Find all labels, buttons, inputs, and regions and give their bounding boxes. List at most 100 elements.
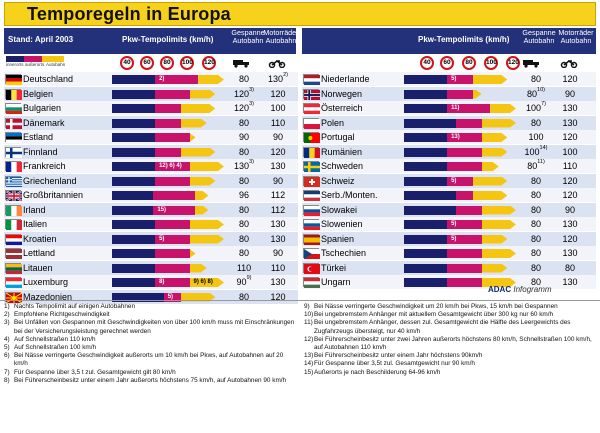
gespanne-value: 80 [238,175,249,186]
gespanne-value: 80 [530,117,541,128]
country-name-cell: Slowenien [302,217,404,231]
ausserorts-bar [155,162,190,171]
innerorts-bar [404,162,448,171]
speed-bar [404,162,516,171]
legend-yellow-swatch [42,56,64,62]
innerorts-bar [404,133,448,142]
motorrad-value: 112 [270,190,286,200]
speed-sign-100: 100 [180,56,194,70]
legend-innerorts: innerorts [6,62,24,67]
footnote: 11) Bei ungebremstem Anhänger, dessen zul… [304,319,571,335]
country-name-cell: Deutschland [4,72,112,86]
country-name-cell: Slowakei [302,202,404,217]
ausserorts-bar [155,249,190,258]
country-name: Kroatien [23,233,57,244]
motorrad-value: 90 [272,248,283,258]
innerorts-bar [404,234,448,244]
footnote-mark: 12) 6) 4) [159,163,182,169]
ausserorts-bar [447,278,482,287]
ausserorts-bar [155,89,190,99]
country-name-cell: Serb./Monten. [302,188,404,202]
speed-bar: 2) [112,75,224,84]
gespanne-value: 1007) [526,101,546,113]
footnote-mark: 5) [451,235,457,242]
ausserorts-bar [155,104,181,113]
country-name-cell: Portugal [302,130,404,144]
country-row: Niederlande 5) 80 120 [302,72,596,87]
speed-sign-120: 120 [506,56,520,70]
ausserorts-bar [447,89,473,99]
autobahn-bar [482,278,516,287]
trailer-icon [523,60,539,68]
autobahn-bar [473,75,507,84]
speed-bar [112,133,224,142]
flag-fi-icon [5,146,22,158]
gespanne-value: 1203) [234,101,254,113]
speed-bar [112,104,224,113]
adac-logo: ADAC Infogramm [488,285,552,294]
country-name-cell: Norwegen [302,86,404,101]
ausserorts-bar [155,118,181,128]
innerorts-bar [112,147,156,157]
country-name-cell: Dänemark [4,115,112,130]
speed-bar: 5) [404,176,516,186]
country-name: Spanien [321,233,355,244]
country-name-cell: Frankreich [4,159,112,173]
footnote: 3) Bei Unfällen von Gespannen mit Geschwi… [4,319,295,335]
legend-ausserorts: außerorts [25,62,45,67]
flag-bg-icon [5,103,22,114]
innerorts-bar [112,263,156,273]
motorcycle-icon [560,60,578,68]
motorrad-value: 120 [562,74,578,84]
speed-bar: 5) [404,75,516,84]
innerorts-bar [112,205,154,215]
speed-bar: 12) 6) 4) [112,162,224,171]
country-name: Finnland [23,146,58,157]
motorrad-value: 80 [564,262,575,273]
innerorts-bar [404,176,448,186]
country-row: Deutschland 2) 80 1302) [4,72,298,87]
flag-hu-icon [303,277,320,288]
speed-bar [112,89,224,99]
innerorts-bar [404,220,448,229]
innerorts-bar [112,292,164,302]
speed-bar [404,191,516,200]
autobahn-bar [198,75,224,84]
innerorts-bar [112,176,156,186]
country-name-cell: Spanien [302,231,404,246]
flag-cz-icon [303,248,320,259]
gespanne-value: 80 [238,146,249,157]
speed-sign-80: 80 [160,56,174,70]
country-row: Tschechien 80 130 [302,246,596,261]
country-name: Belgien [23,88,54,99]
autobahn-bar [181,104,215,113]
gespanne-value: 8010) [527,86,545,99]
autobahn-bar [190,90,216,99]
speed-bar [112,147,224,157]
autobahn-bar [473,191,507,200]
ausserorts-bar [447,104,491,113]
motorrad-value: 120 [562,233,578,244]
innerorts-bar [112,75,156,84]
ausserorts-bar [155,133,190,142]
country-name: Griechenland [23,175,77,186]
flag-sk-icon [303,204,320,216]
country-name: Niederlande [321,74,370,84]
country-name-cell: Niederlande [302,72,404,86]
motorrad-value: 110 [270,262,286,273]
autobahn-bar [190,249,196,258]
flag-ie-icon [5,204,22,216]
country-name-cell: Italien [4,217,112,231]
innerorts-bar [404,263,448,273]
innerorts-bar [404,147,448,157]
pkw-label-left: Pkw-Tempolimits (km/h) [122,35,214,44]
ausserorts-bar [155,220,190,229]
motorrad-value: 1302) [268,72,288,84]
motorrad-label-left: Motorräder Autobahn [263,28,299,45]
gespanne-value: 80 [530,175,541,186]
motorrad-value: 130 [270,219,286,229]
country-row: Großbritannien 96 112 [4,188,298,203]
gespanne-value: 80 [530,248,541,258]
flag-ro-icon [303,146,320,158]
country-name-cell: Griechenland [4,173,112,188]
